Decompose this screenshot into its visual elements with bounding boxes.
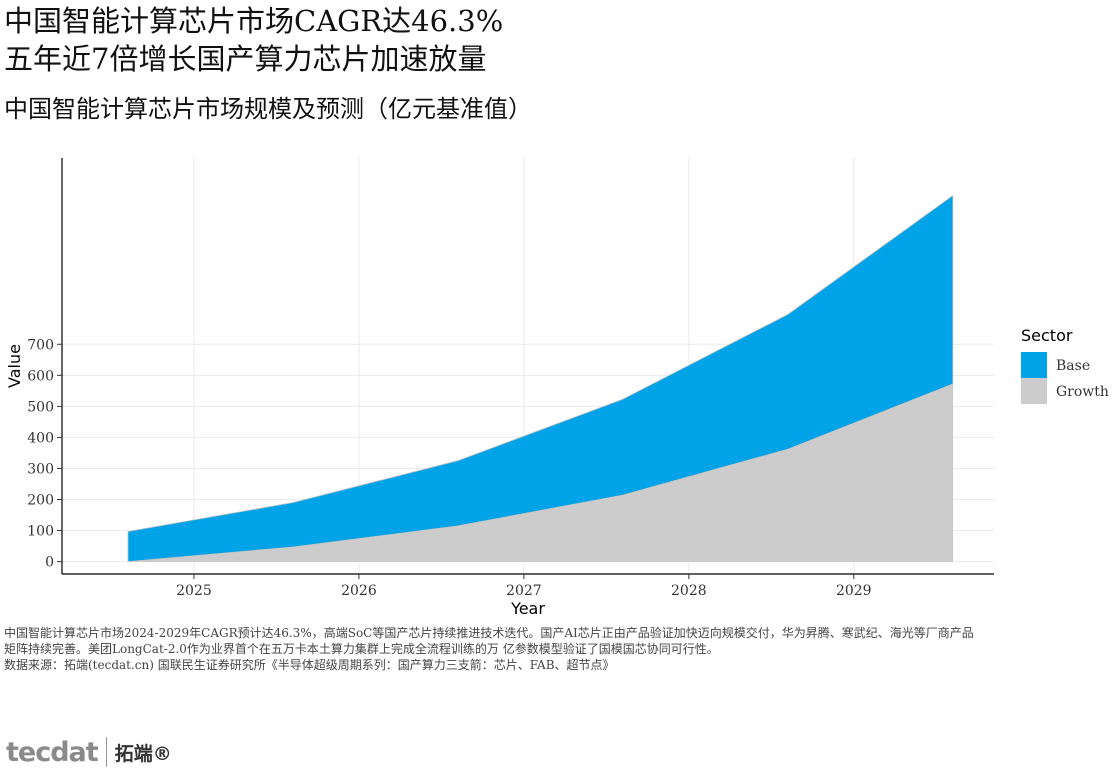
y-tick-label-600: 600 (27, 368, 54, 384)
area-series (127, 194, 954, 563)
legend: Sector Base Growth (1021, 326, 1109, 404)
y-tick-label-0: 0 (45, 555, 54, 571)
chart-subtitle: 中国智能计算芯片市场规模及预测（亿元基准值） (4, 95, 532, 123)
footnote-line2: 矩阵持续完善。美团LongCat-2.0作为业界首个在五万卡本土算力集群上完成全… (4, 642, 719, 656)
logo-name: 拓端® (114, 742, 172, 765)
x-tick-label-2025: 2025 (176, 583, 212, 599)
y-tick-label-500: 500 (27, 399, 54, 415)
x-axis-ticks: 2025 2026 2027 2028 2029 (176, 574, 872, 599)
logo-mark: tecdat (6, 736, 99, 768)
legend-label-growth: Growth (1056, 384, 1109, 400)
y-axis-title: Value (5, 344, 24, 388)
y-tick-label-700: 700 (27, 337, 54, 353)
x-tick-label-2027: 2027 (506, 583, 542, 599)
source-note: 数据来源：拓端(tecdat.cn) 国联民生证券研究所《半导体超级周期系列：国… (4, 658, 615, 672)
y-tick-label-300: 300 (27, 461, 54, 477)
chart-title-line2: 五年近7倍增长国产算力芯片加速放量 (4, 42, 487, 76)
legend-swatch-base (1021, 352, 1047, 378)
x-tick-label-2028: 2028 (671, 583, 707, 599)
axes (61, 158, 994, 575)
legend-title: Sector (1021, 326, 1073, 345)
logo-divider (105, 737, 107, 767)
legend-swatch-growth (1021, 378, 1047, 404)
legend-label-base: Base (1056, 358, 1090, 374)
x-axis-title: Year (510, 599, 545, 618)
y-tick-label-100: 100 (27, 524, 54, 540)
chart-title-line1: 中国智能计算芯片市场CAGR达46.3% (4, 4, 504, 38)
y-tick-label-400: 400 (27, 430, 54, 446)
x-tick-label-2026: 2026 (341, 583, 377, 599)
x-tick-label-2029: 2029 (836, 583, 872, 599)
brand-logo: tecdat 拓端® (6, 732, 172, 772)
footnote-line1: 中国智能计算芯片市场2024-2029年CAGR预计达46.3%，高端SoC等国… (4, 626, 974, 640)
y-axis-ticks: 0 100 200 300 400 500 600 700 (27, 337, 62, 571)
area-growth (127, 383, 954, 562)
y-tick-label-200: 200 (27, 492, 54, 508)
